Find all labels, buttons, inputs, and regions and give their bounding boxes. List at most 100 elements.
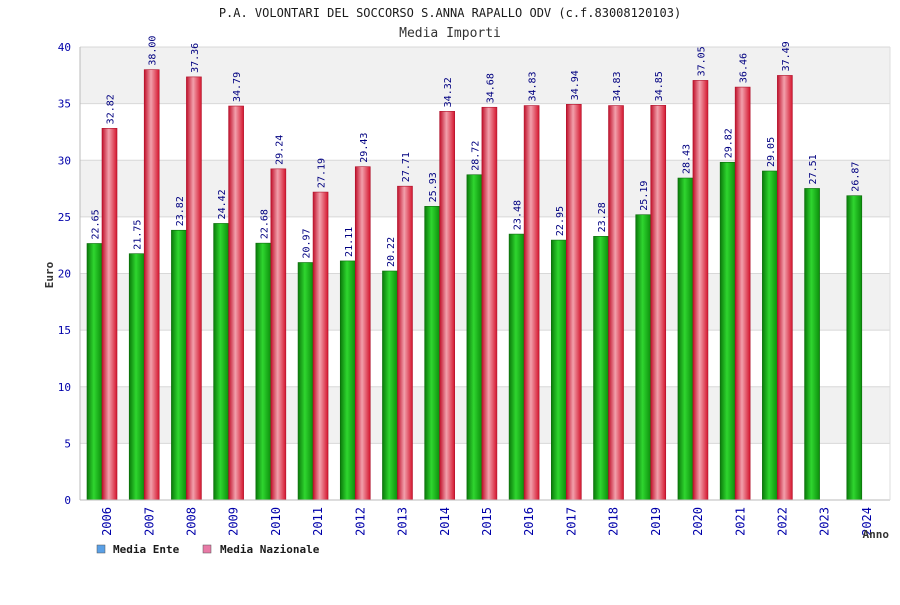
chart-subtitle: Media Importi (399, 26, 501, 41)
legend: Media Ente Media Nazionale (96, 543, 320, 556)
bar-media-ente (804, 188, 820, 501)
bar-media-nazionale (354, 166, 371, 501)
bar-media-ente (424, 206, 440, 501)
value-label: 29.05 (766, 137, 777, 167)
bar-media-nazionale (186, 76, 202, 501)
bar-media-ente (635, 214, 652, 501)
bar-media-ente (255, 242, 272, 501)
value-label: 32.82 (106, 94, 117, 124)
value-label: 37.49 (781, 41, 792, 71)
y-tick-label: 10 (58, 381, 71, 394)
value-label: 29.24 (274, 135, 285, 165)
bar-media-nazionale (650, 105, 667, 501)
value-label: 37.05 (696, 46, 707, 76)
bar-media-ente (508, 233, 525, 501)
x-tick-label: 2021 (733, 507, 747, 536)
value-label: 36.46 (739, 53, 750, 83)
x-tick-label: 2018 (607, 507, 621, 536)
value-label: 21.11 (344, 227, 355, 257)
bar-media-ente (171, 229, 187, 501)
value-label: 28.72 (470, 141, 481, 171)
value-label: 34.79 (232, 72, 243, 102)
value-label: 22.68 (259, 209, 270, 239)
bar-media-ente (128, 253, 145, 501)
x-tick-label: 2013 (396, 507, 410, 536)
value-label: 34.83 (528, 71, 539, 101)
value-label: 34.85 (654, 71, 665, 101)
bar-media-ente (466, 174, 483, 501)
y-tick-label: 30 (58, 154, 71, 167)
value-label: 27.71 (401, 152, 412, 182)
legend-swatch-ente (96, 544, 106, 554)
x-tick-label: 2024 (860, 507, 874, 536)
value-label: 38.00 (148, 36, 159, 66)
bar-media-nazionale (101, 128, 118, 501)
x-tick-label: 2019 (649, 507, 663, 536)
bar-media-ente (762, 170, 778, 501)
bar-media-ente (297, 262, 314, 501)
x-tick-label: 2015 (480, 507, 494, 536)
bar-media-ente (677, 177, 694, 501)
value-label: 34.32 (443, 77, 454, 107)
value-label: 29.43 (359, 133, 370, 163)
bar-media-nazionale (270, 168, 287, 501)
bar-media-nazionale (397, 185, 413, 501)
x-tick-label: 2012 (353, 507, 367, 536)
y-tick-label: 20 (58, 268, 71, 281)
value-label: 26.87 (850, 162, 861, 192)
bar-media-ente (593, 236, 609, 501)
bars: 22.65 32.82 21.75 38.00 23.82 37.36 24.42 34.79… (86, 36, 863, 501)
bar-media-nazionale (228, 105, 244, 501)
x-tick-label: 2016 (522, 507, 536, 536)
value-label: 37.36 (190, 43, 201, 73)
bar-media-nazionale (481, 106, 498, 501)
bar-media-ente (86, 243, 103, 501)
bar-media-ente (339, 260, 356, 501)
value-label: 23.82 (175, 196, 186, 226)
bar-media-nazionale (143, 69, 160, 501)
y-tick-label: 0 (64, 494, 71, 507)
x-tick-label: 2007 (142, 507, 156, 536)
x-tick-label: 2017 (564, 507, 578, 536)
chart-title: P.A. VOLONTARI DEL SOCCORSO S.ANNA RAPAL… (219, 6, 681, 20)
y-tick-label: 25 (58, 211, 71, 224)
value-label: 27.19 (317, 158, 328, 188)
bar-media-ente (846, 195, 863, 501)
bar-media-nazionale (777, 75, 793, 501)
value-label: 24.42 (217, 189, 228, 219)
bar-media-nazionale (439, 111, 455, 501)
bar-media-nazionale (523, 105, 540, 501)
x-tick-label: 2009 (227, 507, 241, 536)
y-tick-label: 15 (58, 324, 71, 337)
x-tick-label: 2023 (818, 507, 832, 536)
value-label: 22.95 (555, 206, 566, 236)
y-tick-label: 40 (58, 41, 71, 54)
value-label: 23.28 (597, 202, 608, 232)
legend-swatch-nazionale (202, 544, 212, 554)
x-tick-label: 2010 (269, 507, 283, 536)
x-tick-label: 2022 (775, 507, 789, 536)
bar-media-nazionale (608, 105, 624, 501)
value-label: 20.22 (386, 237, 397, 267)
x-tick-label: 2011 (311, 507, 325, 536)
axes: 0 5 10 15 20 25 30 35 40 2006 2007 2008 2009 2010 2011… (58, 41, 891, 536)
value-label: 20.97 (302, 228, 313, 258)
bar-media-nazionale (312, 191, 329, 501)
bar-media-ente (213, 223, 229, 501)
x-tick-label: 2014 (438, 507, 452, 536)
bar-media-ente (719, 161, 736, 501)
grid-band (80, 47, 890, 104)
bar-media-nazionale (566, 104, 582, 501)
value-label: 34.94 (570, 70, 581, 100)
value-label: 25.19 (639, 181, 650, 211)
value-label: 27.51 (808, 154, 819, 184)
y-tick-label: 5 (64, 437, 71, 450)
x-tick-label: 2006 (100, 507, 114, 536)
y-axis-label: Euro (43, 261, 56, 288)
value-label: 29.82 (724, 128, 735, 158)
value-label: 28.43 (681, 144, 692, 174)
value-label: 23.48 (513, 200, 524, 230)
value-label: 34.83 (612, 71, 623, 101)
value-label: 25.93 (428, 172, 439, 202)
